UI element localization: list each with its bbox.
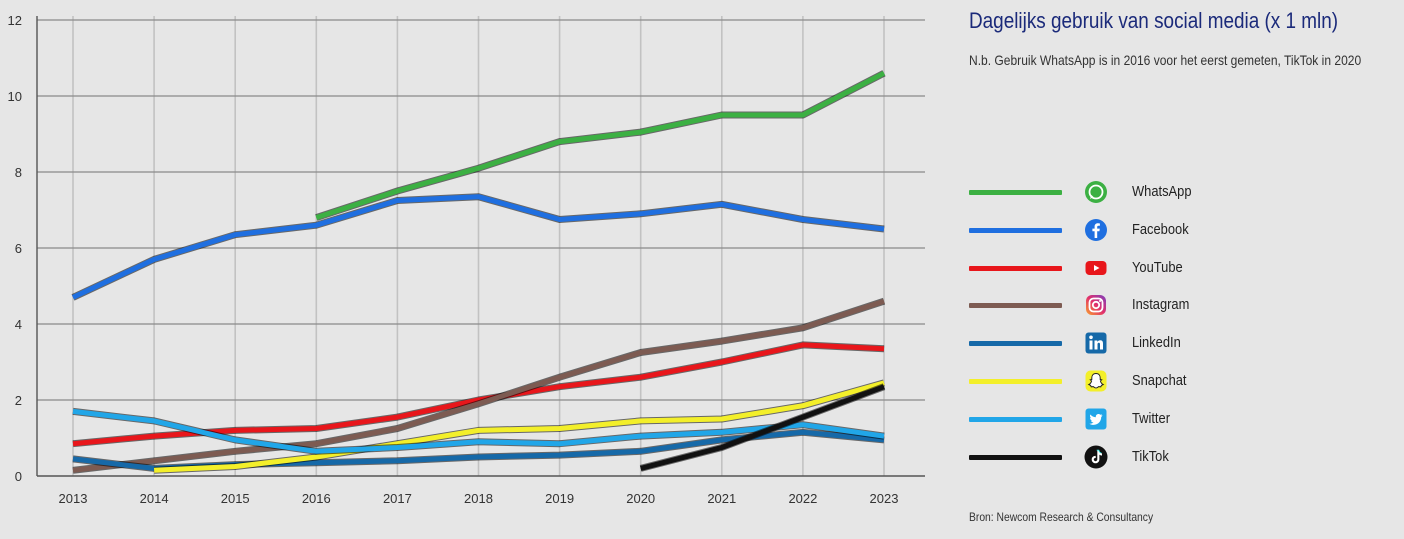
legend-label-twitter: Twitter [1132,409,1171,427]
tiktok-icon [1084,445,1108,469]
y-tick-label: 8 [15,165,22,180]
x-tick-label: 2019 [545,491,574,506]
chart-axes: 0 2 4 6 8 10 12 2013 2014 2015 2016 2017 2018 2019 202… [8,13,899,506]
chart-source: Bron: Newcom Research & Consultancy [969,510,1154,524]
legend-label-instagram: Instagram [1132,296,1190,314]
legend-item-twitter: Twitter [969,400,1369,438]
x-tick-label: 2022 [788,491,817,506]
x-tick-label: 2021 [707,491,736,506]
chart-title: Dagelijks gebruik van social media (x 1 … [969,8,1339,33]
linkedin-icon [1084,331,1108,355]
legend-swatch-instagram [969,303,1062,309]
x-tick-label: 2015 [221,491,250,506]
x-tick-label: 2014 [140,491,169,506]
legend-swatch-linkedin [969,341,1062,347]
series-line-snapchat [153,380,885,473]
whatsapp-icon [1084,180,1108,204]
legend-item-whatsapp: WhatsApp [969,173,1369,211]
line-chart: 0 2 4 6 8 10 12 2013 2014 2015 2016 2017 2018 2019 202… [8,13,925,506]
facebook-icon [1084,218,1108,242]
y-tick-label: 6 [15,241,22,256]
legend-label-linkedin: LinkedIn [1132,334,1181,352]
x-tick-label: 2017 [383,491,412,506]
twitter-icon [1084,407,1108,431]
legend-swatch-youtube [969,265,1062,271]
chart-series [71,70,886,474]
legend-label-tiktok: TikTok [1132,447,1169,465]
y-tick-label: 12 [8,13,22,28]
x-tick-label: 2016 [302,491,331,506]
series-shadow-whatsapp [315,70,886,221]
legend-label-whatsapp: WhatsApp [1132,183,1192,200]
instagram-icon [1084,293,1108,317]
legend-swatch-snapchat [969,379,1062,384]
series-line-tiktok [640,384,885,471]
snapchat-icon [1084,369,1108,393]
x-tick-label: 2018 [464,491,493,506]
legend-item-facebook: Facebook [969,211,1369,249]
x-tick-label: 2020 [626,491,655,506]
series-line-facebook [71,194,885,300]
legend-item-snapchat: Snapchat [969,362,1369,400]
legend-swatch-twitter [969,416,1062,422]
y-tick-label: 2 [15,393,22,408]
legend-label-snapchat: Snapchat [1132,372,1187,389]
chart-subtitle: N.b. Gebruik WhatsApp is in 2016 voor he… [969,52,1362,68]
y-tick-label: 10 [8,89,22,104]
legend-item-youtube: YouTube [969,249,1369,287]
y-tick-label: 0 [15,469,22,484]
legend-swatch-tiktok [969,454,1062,460]
series-line-whatsapp [315,70,886,220]
series-line-instagram [72,298,885,473]
legend-item-instagram: Instagram [969,286,1369,324]
legend-item-tiktok: TikTok [969,438,1369,476]
y-tick-label: 4 [15,317,22,332]
x-tick-label: 2023 [870,491,899,506]
youtube-icon [1084,256,1108,280]
legend-label-youtube: YouTube [1132,258,1183,276]
legend-swatch-facebook [969,227,1062,233]
legend-item-linkedin: LinkedIn [969,324,1369,362]
x-tick-label: 2013 [59,491,88,506]
series-line-twitter [72,408,885,454]
legend-swatch-whatsapp [969,190,1062,195]
legend-label-facebook: Facebook [1132,220,1189,238]
